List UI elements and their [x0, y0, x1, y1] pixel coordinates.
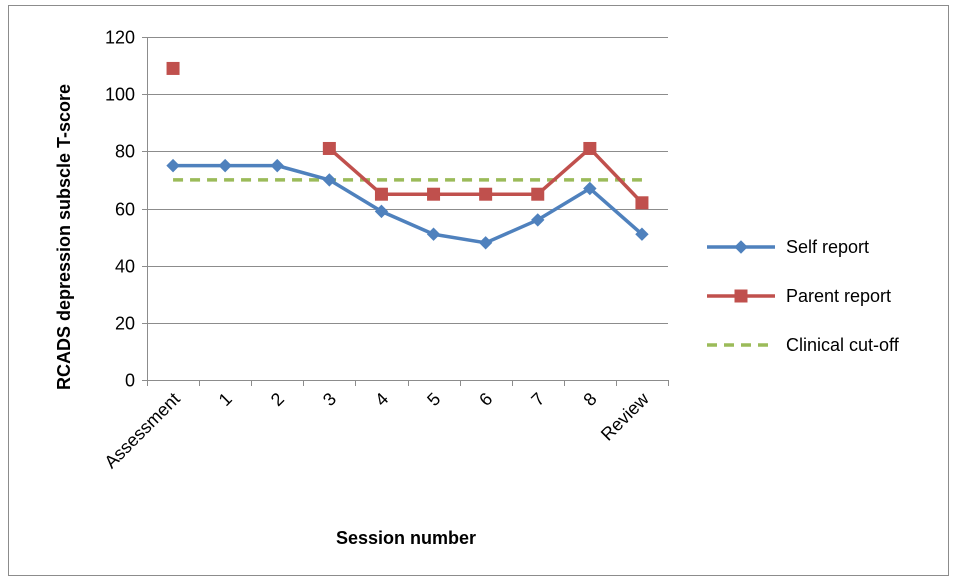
data-point-diamond [478, 236, 493, 250]
y-tick-label: 60 [115, 200, 135, 220]
y-tick-label: 100 [105, 85, 135, 105]
data-point-square [734, 289, 748, 303]
data-point-diamond [218, 158, 232, 173]
legend-item: Parent report [707, 286, 891, 306]
y-tick-label: 40 [115, 257, 135, 277]
data-point-square [635, 196, 649, 210]
legend-item: Self report [707, 237, 869, 257]
data-point-diamond [166, 158, 180, 173]
data-point-diamond [734, 240, 748, 254]
legend-label: Self report [786, 237, 869, 257]
data-point-diamond [531, 213, 545, 227]
data-point-diamond [374, 204, 389, 219]
series-self-report [166, 158, 649, 250]
data-point-square [374, 187, 388, 201]
series-line [173, 163, 644, 245]
y-tick-label: 0 [125, 371, 135, 391]
data-point-square [166, 61, 180, 75]
data-point-diamond [583, 181, 597, 196]
data-point-diamond [426, 227, 441, 241]
data-point-square [322, 141, 336, 155]
data-point-diamond [270, 158, 284, 173]
data-point-diamond [635, 227, 649, 241]
chart-border [8, 5, 949, 576]
gridlines [147, 37, 668, 324]
series-layer [166, 61, 649, 250]
y-tick-label: 20 [115, 314, 135, 334]
legend: Self report Parent report Clinical cut-off [707, 237, 900, 355]
x-axis-title: Session number [336, 528, 476, 548]
axes [142, 37, 669, 386]
data-point-diamond [322, 173, 337, 187]
data-point-square [531, 187, 545, 201]
legend-label: Clinical cut-off [786, 335, 900, 355]
y-tick-label: 120 [105, 28, 135, 48]
data-point-square [427, 187, 441, 201]
y-tick-label: 80 [115, 142, 135, 162]
y-axis-title: RCADS depression subscle T-score [54, 84, 74, 390]
data-point-square [479, 187, 493, 201]
series-parent-report [166, 61, 649, 210]
legend-label: Parent report [786, 286, 891, 306]
legend-item: Clinical cut-off [707, 335, 900, 355]
data-point-square [583, 141, 597, 155]
